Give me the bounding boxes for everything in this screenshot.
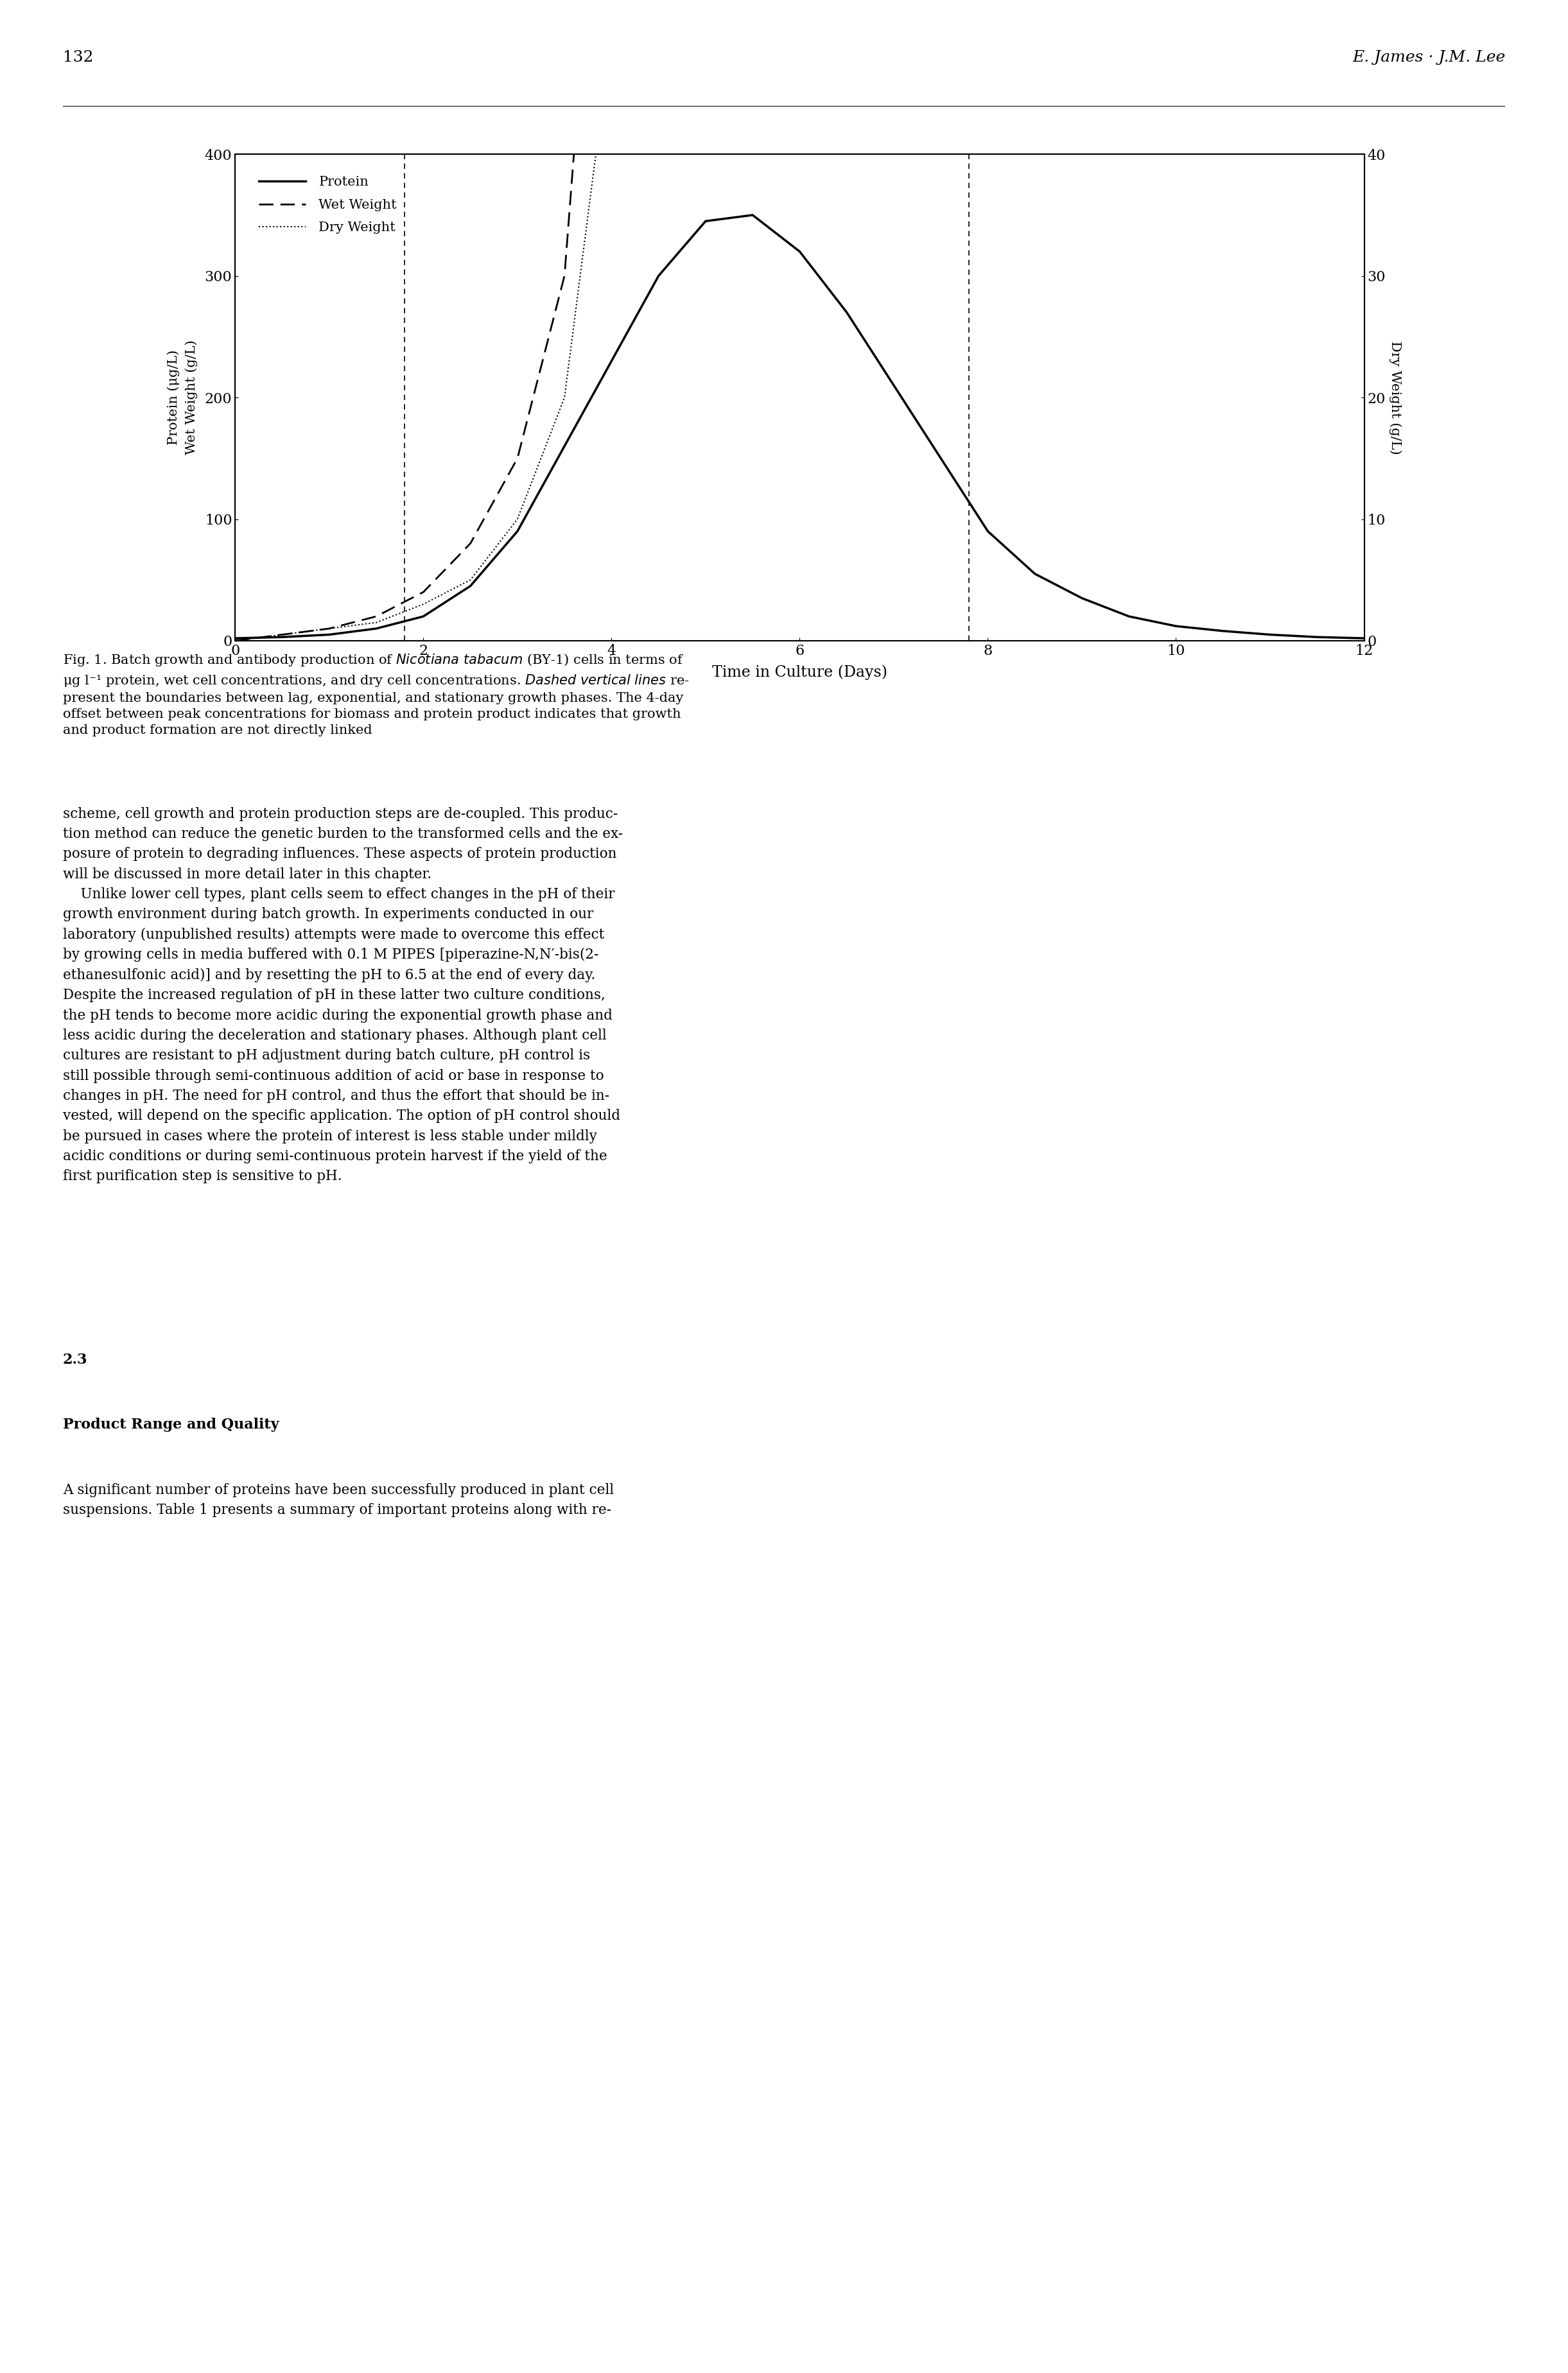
Text: 132: 132 — [63, 50, 93, 64]
Legend: Protein, Wet Weight, Dry Weight: Protein, Wet Weight, Dry Weight — [252, 171, 401, 240]
Text: A significant number of proteins have been successfully produced in plant cell
s: A significant number of proteins have be… — [63, 1483, 613, 1516]
Text: Product Range and Quality: Product Range and Quality — [63, 1419, 279, 1431]
X-axis label: Time in Culture (Days): Time in Culture (Days) — [712, 664, 887, 681]
Text: E. James · J.M. Lee: E. James · J.M. Lee — [1352, 50, 1505, 64]
Y-axis label: Protein (μg/L)
Wet Weight (g/L): Protein (μg/L) Wet Weight (g/L) — [168, 339, 198, 456]
Text: Fig. 1. Batch growth and antibody production of $\it{Nicotiana\ tabacum}$ (BY-1): Fig. 1. Batch growth and antibody produc… — [63, 653, 688, 736]
Text: 2.3: 2.3 — [63, 1353, 88, 1367]
Text: scheme, cell growth and protein production steps are de-coupled. This produc-
ti: scheme, cell growth and protein producti… — [63, 807, 622, 1184]
Y-axis label: Dry Weight (g/L): Dry Weight (g/L) — [1389, 342, 1402, 453]
